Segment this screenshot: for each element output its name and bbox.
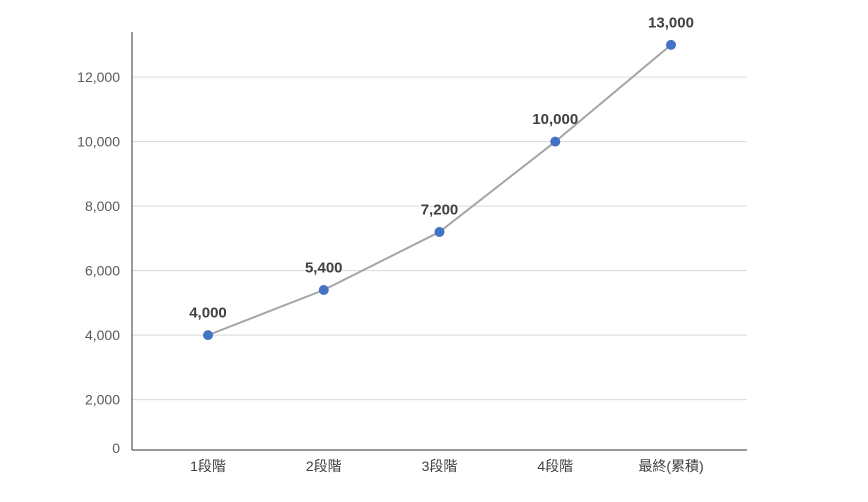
data-label-4: 10,000 (532, 111, 578, 128)
gridlines (132, 76, 747, 401)
data-label-5: 13,000 (648, 14, 694, 31)
x-tick-label-2: 2段階 (306, 458, 342, 474)
x-tick-label-1: 1段階 (190, 458, 226, 474)
y-axis-tick-labels: 0 2,000 4,000 6,000 8,000 10,000 12,000 (77, 69, 120, 456)
data-point-4 (550, 136, 561, 147)
series-line (207, 44, 672, 337)
x-tick-label-4: 4段階 (537, 458, 573, 474)
data-labels: 4,000 5,400 7,200 10,000 13,000 (189, 14, 694, 321)
data-point-3 (434, 226, 445, 237)
data-label-3: 7,200 (421, 201, 459, 218)
series (203, 39, 676, 341)
data-label-2: 5,400 (305, 260, 343, 277)
y-tick-label-4000: 4,000 (85, 327, 120, 343)
data-label-1: 4,000 (189, 305, 227, 322)
axes (131, 32, 747, 451)
y-tick-label-2000: 2,000 (85, 392, 120, 408)
y-tick-label-6000: 6,000 (85, 263, 120, 279)
data-point-5 (666, 39, 676, 50)
y-tick-label-0: 0 (112, 440, 120, 456)
y-tick-label-8000: 8,000 (85, 198, 120, 214)
x-tick-label-5: 最終(累積) (638, 458, 703, 474)
data-point-1 (203, 330, 213, 341)
y-tick-label-10000: 10,000 (77, 134, 120, 150)
y-tick-label-12000: 12,000 (77, 69, 120, 85)
data-point-2 (318, 285, 329, 295)
x-axis-tick-labels: 1段階 2段階 3段階 4段階 最終(累積) (190, 458, 704, 474)
x-tick-label-3: 3段階 (422, 458, 458, 474)
